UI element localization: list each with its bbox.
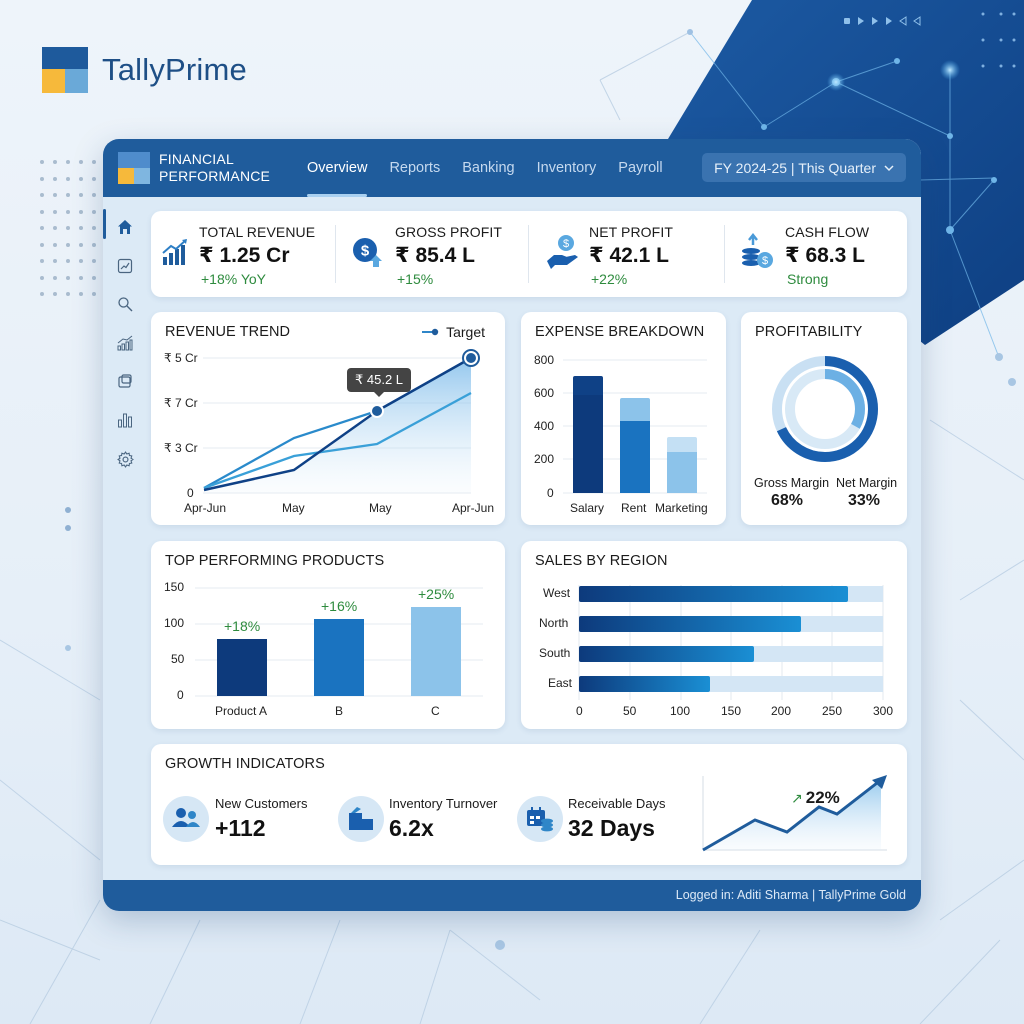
expense-breakdown-card: EXPENSE BREAKDOWN 800 600 400 200 0 Sala…: [521, 312, 726, 525]
sidebar-item-reports[interactable]: [115, 410, 135, 430]
period-selector[interactable]: FY 2024-25 | This Quarter: [702, 153, 906, 182]
hand-coin-icon: $: [547, 235, 578, 269]
calendar-coins-icon: [517, 796, 563, 842]
tab-reports[interactable]: Reports: [389, 160, 441, 176]
decorative-dot-grid: [40, 160, 105, 296]
revenue-trend-plot[interactable]: [151, 312, 505, 525]
top-products-title: TOP PERFORMING PRODUCTS: [165, 553, 385, 569]
growth-indicators-title: GROWTH INDICATORS: [165, 756, 325, 772]
revenue-trend-card: REVENUE TREND Target ₹ 5 Cr ₹ 7 Cr ₹ 3 C…: [151, 312, 505, 525]
search-icon: [118, 297, 133, 312]
kpi-summary-card: TOTAL REVENUE ₹ 1.25 Cr +18% YoY $ GROSS…: [151, 211, 907, 297]
net-margin-value: 33%: [848, 492, 881, 509]
revenue-trend-title: REVENUE TREND: [165, 324, 291, 340]
chevron-down-icon: [884, 164, 894, 171]
app-title: FINANCIAL PERFORMANCE: [159, 151, 271, 184]
svg-text:$: $: [762, 255, 768, 267]
main-tabs: Overview Reports Banking Inventory Payro…: [296, 139, 674, 197]
trending-bars-icon: [162, 239, 187, 265]
expense-breakdown-plot[interactable]: [521, 312, 726, 525]
kpi-divider: [528, 225, 529, 283]
tab-payroll[interactable]: Payroll: [618, 160, 663, 176]
home-icon: [118, 220, 132, 234]
expense-breakdown-title: EXPENSE BREAKDOWN: [535, 324, 705, 340]
boxes-icon: [338, 796, 384, 842]
svg-text:$: $: [563, 238, 569, 250]
arrow-up-right-icon: ↗: [791, 789, 803, 806]
gross-margin-label: Gross Margin: [754, 476, 830, 490]
bar-chart-icon: [118, 413, 132, 428]
growth-trend-sparkline[interactable]: [701, 774, 891, 854]
chart-legend[interactable]: Target: [422, 324, 485, 340]
login-status: Logged in: Aditi Sharma | TallyPrime Gol…: [675, 888, 906, 902]
profitability-title: PROFITABILITY: [755, 324, 863, 340]
tab-banking[interactable]: Banking: [462, 160, 515, 176]
dashboard-window: FINANCIAL PERFORMANCE Overview Reports B…: [103, 139, 921, 911]
sidebar-item-growth[interactable]: [115, 333, 135, 353]
sales-by-region-title: SALES BY REGION: [535, 553, 668, 569]
sales-by-region-card: SALES BY REGION West North South East 0 …: [521, 541, 907, 729]
period-value: FY 2024-25 | This Quarter: [714, 159, 876, 176]
kpi-divider: [335, 225, 336, 283]
brand: TallyPrime: [42, 47, 247, 93]
app-logo-icon: [118, 152, 150, 184]
kpi-net-profit: $ NET PROFIT ₹ 42.1 L +22%: [535, 211, 725, 297]
kpi-cash-flow: $ CASH FLOW ₹ 68.3 L Strong: [731, 211, 907, 297]
brand-name: TallyPrime: [102, 52, 247, 87]
sidebar-item-settings[interactable]: [115, 449, 135, 469]
analytics-icon: [117, 258, 133, 274]
users-icon: [163, 796, 209, 842]
tab-inventory[interactable]: Inventory: [536, 160, 597, 176]
profitability-card: PROFITABILITY Gross Margin 68% Net Margi…: [741, 312, 907, 525]
coins-up-icon: $: [742, 233, 773, 268]
chart-tooltip: ₹ 45.2 L: [347, 368, 412, 397]
growth-chart-icon: [117, 335, 133, 351]
sidebar: [103, 197, 145, 880]
gross-margin-value: 68%: [771, 492, 804, 509]
top-products-card: TOP PERFORMING PRODUCTS 150 100 50 0 +18…: [151, 541, 505, 729]
status-footer: Logged in: Aditi Sharma | TallyPrime Gol…: [103, 880, 921, 911]
kpi-total-revenue: TOTAL REVENUE ₹ 1.25 Cr +18% YoY: [151, 211, 341, 297]
growth-trend-label: ↗ 22%: [791, 788, 840, 807]
legend-line-dot-icon: [422, 328, 439, 336]
top-products-plot[interactable]: [151, 541, 505, 729]
settings-icon: [116, 450, 134, 468]
sidebar-active-indicator: [103, 209, 106, 239]
kpi-divider: [724, 225, 725, 283]
svg-text:$: $: [361, 243, 370, 260]
dollar-up-icon: $: [353, 238, 382, 267]
kpi-gross-profit: $ GROSS PROFIT ₹ 85.4 L +15%: [341, 211, 531, 297]
wallet-icon: [118, 374, 132, 388]
growth-indicators-card: GROWTH INDICATORS New Customers +112 Inv…: [151, 744, 907, 865]
net-margin-label: Net Margin: [836, 476, 898, 490]
profitability-donut[interactable]: [769, 353, 881, 465]
sidebar-item-analytics[interactable]: [115, 256, 135, 276]
sidebar-item-wallet[interactable]: [115, 371, 135, 391]
sidebar-item-search[interactable]: [115, 294, 135, 314]
tallyprime-logo-icon: [42, 47, 88, 93]
top-bar: FINANCIAL PERFORMANCE Overview Reports B…: [103, 139, 921, 197]
sidebar-item-home[interactable]: [115, 217, 135, 237]
sales-by-region-plot[interactable]: [521, 541, 907, 729]
tab-overview[interactable]: Overview: [296, 139, 378, 197]
